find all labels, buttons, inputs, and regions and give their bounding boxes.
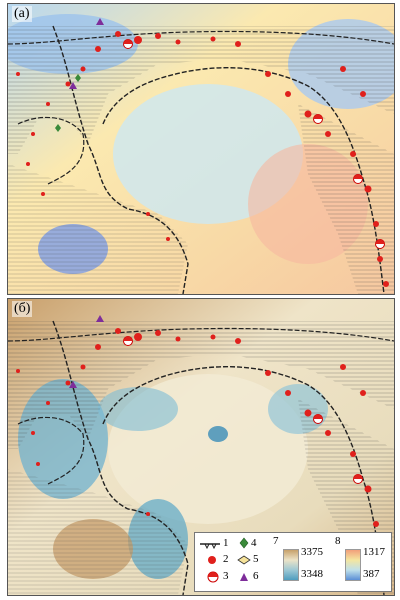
earthquake-dots-a (16, 31, 389, 287)
legend-num-3: 3 (223, 570, 229, 582)
map-panel-b: (б) 1 2 3 4 5 6 (7, 298, 395, 596)
subduction-line-icon (200, 543, 220, 549)
focal-mechanism-icon (207, 571, 219, 583)
map-panel-a: (а) (7, 3, 395, 295)
panel-label-b: (б) (12, 301, 33, 317)
hatched-belt-southwest-b (8, 469, 188, 595)
subduction-boundary-north (8, 30, 394, 45)
scale7-max: 3375 (301, 546, 323, 558)
hatched-belt-southwest (8, 164, 188, 294)
green-diamond-icon (239, 537, 249, 549)
blue-anomaly-center (208, 426, 228, 442)
hatched-belt-north-b (8, 321, 394, 449)
earthquake-dots-b (16, 328, 379, 527)
volcano-triangles-a (69, 18, 104, 89)
open-diamond-icon (237, 555, 251, 565)
legend-num-4: 4 (251, 537, 257, 549)
subduction-boundary-north-b (8, 327, 394, 342)
red-dot-icon (208, 556, 216, 564)
legend-num-5: 5 (253, 553, 259, 565)
subduction-boundary-west-b (52, 320, 189, 595)
legend-num-1: 1 (223, 537, 229, 549)
hatched-belt-east (298, 104, 394, 294)
color-ramp-brown-blue (283, 549, 299, 581)
subduction-boundary-inner (17, 116, 85, 185)
legend-num-6: 6 (253, 570, 259, 582)
color-ramp-orange-blue (345, 549, 361, 581)
hatched-belt-north (8, 26, 394, 154)
map-a-svg (8, 4, 394, 294)
legend-num-2: 2 (223, 553, 229, 565)
legend-num-7: 7 (273, 535, 279, 547)
subduction-boundary-east (102, 67, 385, 294)
map-legend: 1 2 3 4 5 6 7 3375 3348 8 (194, 532, 392, 592)
volcano-triangles-b (69, 315, 104, 388)
legend-num-8: 8 (335, 535, 341, 547)
scale8-max: 1317 (363, 546, 385, 558)
subduction-boundary-east-b (102, 366, 385, 595)
subduction-boundary-west (52, 25, 189, 294)
scale8-min: 387 (363, 568, 380, 580)
focal-mechanisms-b (123, 336, 363, 484)
focal-mechanisms-a (123, 39, 385, 249)
green-diamonds-a (55, 74, 81, 132)
blue-anomaly-northwest (98, 387, 178, 431)
purple-triangle-icon (240, 573, 248, 581)
scale7-min: 3348 (301, 568, 323, 580)
subduction-boundary-inner-b (17, 416, 85, 485)
panel-label-a: (а) (12, 6, 32, 22)
